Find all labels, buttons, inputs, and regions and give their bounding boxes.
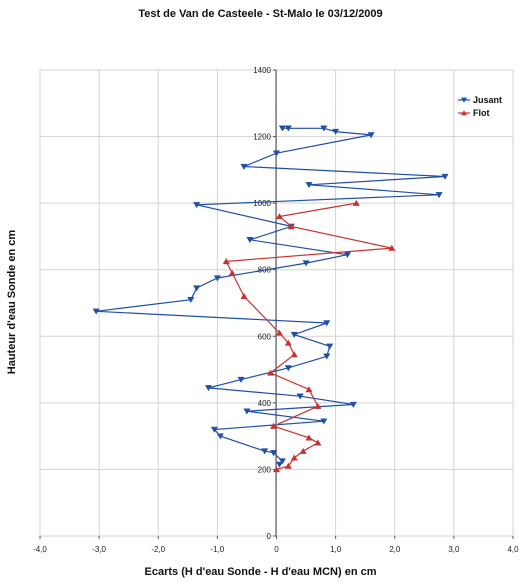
data-point	[349, 401, 357, 408]
y-tick-label: 600	[258, 332, 272, 341]
legend-item-jusant: Jusant	[458, 95, 502, 105]
data-point	[270, 450, 278, 457]
data-point	[216, 433, 224, 440]
data-point	[290, 351, 298, 358]
y-tick-label: 1200	[253, 133, 271, 142]
data-point	[290, 331, 298, 338]
data-point	[302, 260, 310, 267]
x-tick-label: 1,0	[330, 545, 342, 554]
data-point	[435, 192, 443, 199]
data-point	[290, 454, 298, 461]
data-point	[326, 343, 334, 350]
data-point	[343, 252, 351, 259]
data-point	[284, 125, 292, 132]
data-point	[352, 199, 360, 206]
data-point	[278, 125, 286, 132]
legend-label: Flot	[473, 108, 490, 118]
x-axis-title: Ecarts (H d'eau Sonde - H d'eau MCN) en …	[144, 566, 377, 578]
legend: Jusant Flot	[458, 95, 502, 118]
data-point	[243, 408, 251, 415]
x-tick-label: 4,0	[507, 545, 519, 554]
legend-item-flot: Flot	[458, 108, 490, 118]
series-line	[225, 202, 392, 470]
data-point	[270, 422, 278, 429]
data-point	[272, 150, 281, 157]
data-point	[275, 461, 283, 468]
data-point	[314, 402, 322, 409]
x-tick-label: -2,0	[151, 545, 165, 554]
data-point	[228, 269, 236, 276]
data-point	[367, 132, 375, 139]
data-point	[388, 244, 396, 251]
series-flot	[222, 199, 396, 473]
data-point	[305, 182, 313, 189]
data-point	[246, 237, 254, 244]
data-point	[441, 173, 449, 180]
data-point	[240, 293, 248, 300]
data-point	[237, 376, 245, 383]
data-point	[272, 466, 281, 473]
data-point	[275, 329, 283, 336]
data-point	[278, 458, 286, 465]
y-tick-label: 0	[267, 532, 272, 541]
data-point	[261, 448, 269, 455]
data-point	[210, 426, 218, 433]
data-point	[323, 353, 331, 360]
data-point	[299, 447, 307, 454]
data-point	[320, 125, 328, 132]
data-point	[240, 163, 248, 170]
legend-label: Jusant	[473, 95, 502, 105]
y-tick-label: 200	[258, 465, 272, 474]
data-point	[284, 365, 292, 372]
data-point	[284, 339, 292, 346]
x-tick-label: -1,0	[210, 545, 224, 554]
y-tick-label: 1000	[253, 199, 271, 208]
data-point	[193, 285, 201, 292]
data-point	[92, 308, 100, 315]
data-point	[320, 418, 328, 425]
data-point	[267, 369, 275, 376]
legend-marker	[461, 110, 467, 116]
data-point	[204, 385, 213, 392]
chart-title: Test de Van de Casteele - St-Malo le 03/…	[138, 8, 383, 20]
data-point	[323, 320, 331, 327]
data-point	[314, 439, 322, 446]
x-tick-label: 3,0	[448, 545, 460, 554]
data-point	[213, 275, 221, 282]
data-point	[305, 434, 313, 441]
data-point	[296, 393, 304, 400]
x-tick-label: 0	[274, 545, 279, 554]
data-point	[222, 258, 230, 265]
x-tick-label: -4,0	[33, 545, 47, 554]
data-point	[305, 386, 313, 393]
y-tick-label: 400	[258, 399, 272, 408]
data-point	[275, 213, 283, 220]
series-layer	[92, 125, 449, 473]
legend-marker	[461, 97, 467, 103]
data-point	[287, 223, 295, 230]
data-point	[193, 202, 201, 209]
series-jusant	[92, 125, 449, 468]
x-tick-label: 2,0	[389, 545, 401, 554]
y-tick-label: 1400	[253, 66, 271, 75]
data-point	[187, 296, 195, 303]
x-tick-label: -3,0	[92, 545, 106, 554]
data-point	[284, 462, 292, 469]
series-line	[96, 127, 446, 465]
data-point	[332, 128, 340, 135]
